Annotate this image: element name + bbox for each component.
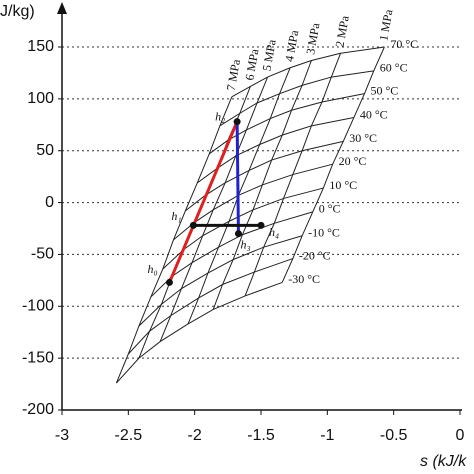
isotherm-label: 40 °C bbox=[360, 107, 388, 121]
x-tick-label: -3 bbox=[55, 427, 69, 444]
cycle-point bbox=[257, 221, 265, 229]
isobar-label: 4 MPa bbox=[282, 28, 301, 62]
cycle-point bbox=[233, 118, 241, 126]
y-tick-label: 0 bbox=[45, 194, 54, 211]
isobar-label: 5 MPa bbox=[260, 38, 279, 72]
isotherm-label: 10 °C bbox=[329, 178, 357, 192]
cycle-point bbox=[189, 221, 197, 229]
isotherm-label: 0 °C bbox=[319, 202, 341, 216]
point-label: h₄ bbox=[269, 225, 279, 239]
isotherm bbox=[116, 281, 283, 384]
y-axis-arrow bbox=[57, 2, 67, 14]
isobar-label: 7 MPa bbox=[224, 57, 243, 91]
x-tick-label: -1.5 bbox=[247, 427, 275, 444]
cycle-point bbox=[165, 278, 173, 286]
x-axis-label: s (kJ/k bbox=[420, 453, 467, 470]
isotherm-label: -20 °C bbox=[299, 248, 331, 262]
y-axis-label: J/kg) bbox=[0, 3, 35, 20]
isotherm-label: -10 °C bbox=[308, 226, 340, 240]
x-tick-label: -0.5 bbox=[380, 427, 408, 444]
y-tick-label: 50 bbox=[36, 142, 54, 159]
isotherm-label: 20 °C bbox=[339, 154, 367, 168]
x-tick-label: -1 bbox=[320, 427, 334, 444]
y-tick-label: 150 bbox=[27, 38, 54, 55]
isotherm-label: 60 °C bbox=[380, 61, 408, 75]
y-tick-label: -50 bbox=[31, 246, 54, 263]
x-tick-label: -2.5 bbox=[115, 427, 143, 444]
isotherm bbox=[127, 258, 294, 355]
isobar-label: 3 MPa bbox=[303, 21, 322, 55]
isobar-label: 6 MPa bbox=[242, 47, 261, 81]
y-tick-label: -150 bbox=[22, 349, 54, 366]
isotherm bbox=[185, 140, 344, 212]
isobar-label: 1 MPa bbox=[376, 8, 395, 42]
isotherm-label: 50 °C bbox=[370, 83, 398, 97]
isotherm-label: 70 °C bbox=[390, 37, 418, 51]
cycle-segment bbox=[235, 121, 240, 234]
point-label: h₂ bbox=[215, 109, 225, 123]
isotherm-label: 30 °C bbox=[349, 131, 377, 145]
y-tick-label: 100 bbox=[27, 90, 54, 107]
isotherm bbox=[138, 235, 303, 327]
isobar-label: 2 MPa bbox=[332, 14, 351, 48]
isotherm bbox=[231, 46, 385, 98]
isotherm-label: -30 °C bbox=[288, 272, 320, 286]
cycle-segment bbox=[168, 121, 239, 284]
cycle-point bbox=[234, 230, 242, 238]
isotherm bbox=[219, 70, 374, 127]
point-label: h₁ bbox=[171, 209, 181, 223]
point-label: h₃ bbox=[240, 237, 250, 251]
y-tick-label: -200 bbox=[22, 401, 54, 418]
isobar bbox=[281, 46, 385, 283]
x-tick-label: -2 bbox=[188, 427, 202, 444]
x-tick-label: 0 bbox=[456, 427, 465, 444]
point-label: h₀ bbox=[147, 262, 157, 276]
y-tick-label: -100 bbox=[22, 298, 54, 315]
